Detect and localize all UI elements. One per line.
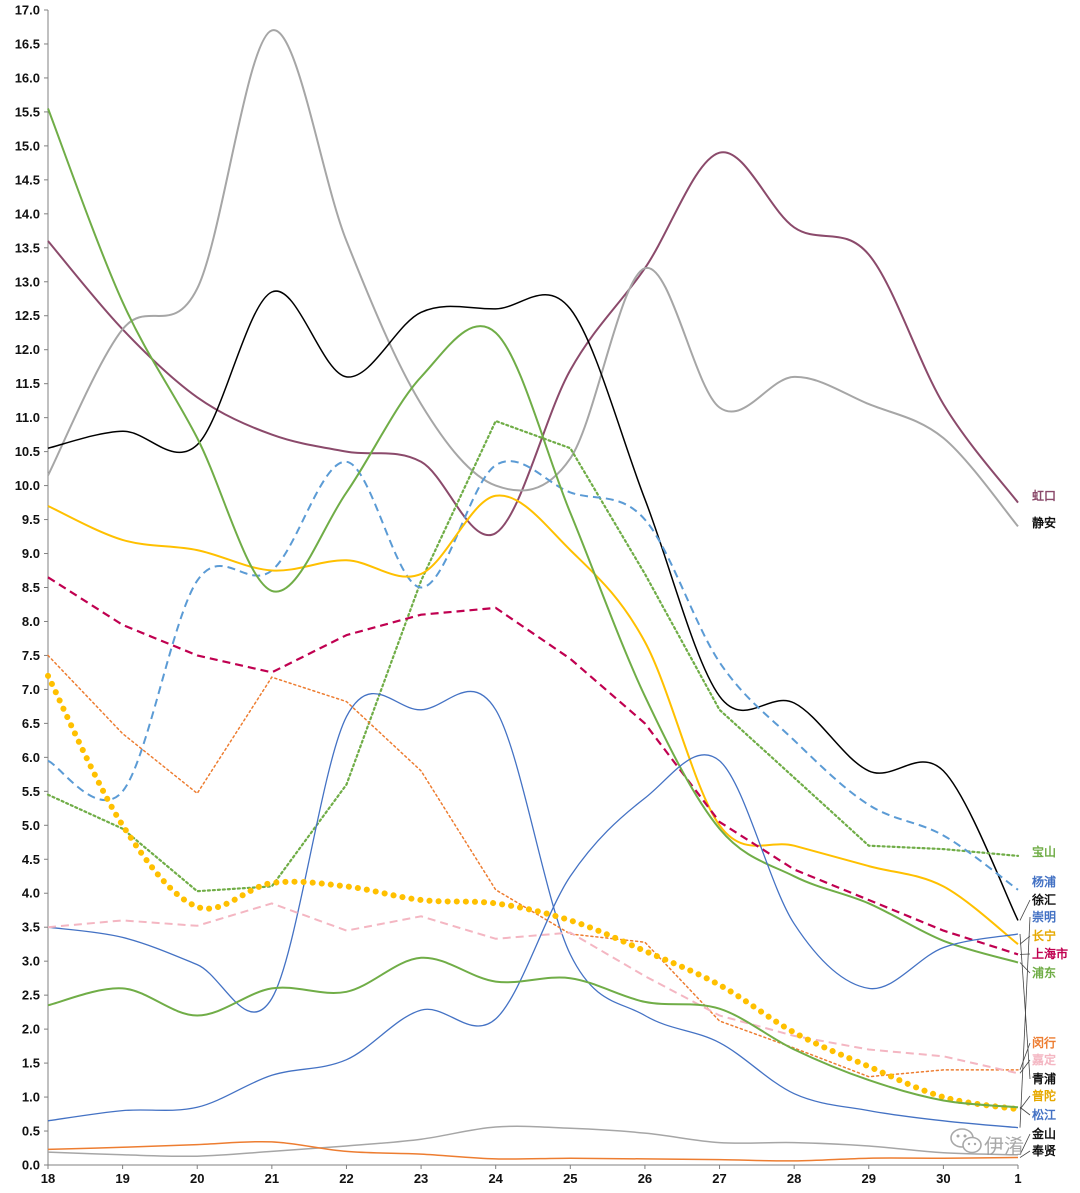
series-end-label: 宝山 (1032, 844, 1056, 859)
y-tick-label: 8.0 (22, 614, 40, 629)
y-tick-label: 5.5 (22, 784, 40, 799)
x-tick-label: 21 (265, 1171, 279, 1186)
chart-series (45, 29, 1021, 1162)
y-tick-label: 1.5 (22, 1056, 40, 1071)
series-end-label: 奉贤 (1031, 1143, 1056, 1158)
x-tick-label: 20 (190, 1171, 204, 1186)
wechat-icon (950, 1128, 982, 1154)
series-line-5 (47, 494, 1019, 945)
y-tick-label: 2.5 (22, 988, 40, 1003)
y-tick-label: 9.0 (22, 546, 40, 561)
series-line-15 (47, 1140, 1019, 1162)
y-tick-label: 6.0 (22, 750, 40, 765)
series-line-3 (46, 419, 1020, 893)
y-tick-label: 16.0 (15, 70, 40, 85)
y-tick-label: 16.5 (15, 36, 40, 51)
x-tick-label: 24 (488, 1171, 503, 1186)
y-tick-label: 6.5 (22, 716, 40, 731)
y-tick-label: 15.5 (15, 104, 40, 119)
y-tick-label: 11.0 (15, 410, 40, 425)
label-leader-line (1019, 1042, 1031, 1071)
y-tick-label: 0.5 (22, 1124, 40, 1139)
label-leader-line (1019, 935, 1031, 945)
y-tick-label: 14.5 (15, 172, 40, 187)
y-tick-label: 17.0 (15, 3, 40, 18)
y-tick-label: 11.5 (15, 376, 40, 391)
watermark: 伊淆 (950, 1128, 1024, 1158)
y-tick-label: 13.5 (15, 240, 40, 255)
watermark-text: 伊淆 (984, 1134, 1024, 1158)
x-tick-label: 22 (339, 1171, 353, 1186)
label-leader-line (1019, 916, 1031, 1128)
series-line-4 (47, 460, 1019, 891)
x-tick-label: 18 (41, 1171, 55, 1186)
y-tick-label: 3.5 (22, 920, 40, 935)
label-leader-line (1019, 1095, 1031, 1110)
y-tick-label: 5.0 (22, 818, 40, 833)
y-tick-label: 15.0 (15, 138, 40, 153)
series-line-1 (47, 29, 1019, 528)
y-tick-label: 4.0 (22, 886, 40, 901)
series-end-label: 普陀 (1032, 1088, 1056, 1103)
series-end-label: 松江 (1032, 1107, 1056, 1122)
x-tick-label: 30 (936, 1171, 950, 1186)
series-line-9 (47, 654, 1019, 1078)
y-tick-label: 0.0 (22, 1158, 40, 1173)
y-tick-label: 7.5 (22, 648, 40, 663)
series-end-label: 上海市 (1032, 946, 1068, 961)
y-tick-label: 8.5 (22, 580, 40, 595)
label-leader-line (1019, 933, 1031, 1080)
y-tick-label: 10.0 (15, 478, 40, 493)
series-line-7 (47, 690, 1019, 1129)
x-tick-label: 26 (638, 1171, 652, 1186)
y-tick-label: 4.5 (22, 852, 40, 867)
label-leader-line (1019, 1106, 1031, 1116)
series-end-label: 嘉定 (1031, 1052, 1056, 1067)
y-tick-label: 12.5 (15, 308, 40, 323)
series-line-11 (47, 754, 1019, 1122)
y-tick-label: 7.0 (22, 682, 40, 697)
series-end-label: 浦东 (1032, 965, 1056, 980)
y-tick-label: 10.5 (15, 444, 40, 459)
x-tick-label: 25 (563, 1171, 577, 1186)
y-tick-label: 1.0 (22, 1090, 40, 1105)
label-leader-line (1019, 899, 1031, 921)
series-end-label: 静安 (1032, 515, 1056, 530)
series-end-label: 杨浦 (1032, 874, 1056, 889)
x-tick-label: 23 (414, 1171, 428, 1186)
series-end-label: 虹口 (1032, 488, 1056, 503)
x-tick-label: 1 (1014, 1171, 1021, 1186)
label-leader-line (1019, 1133, 1031, 1155)
series-line-8 (47, 108, 1019, 964)
y-tick-label: 14.0 (15, 206, 40, 221)
y-tick-label: 9.5 (22, 512, 40, 527)
chart-axes: 0.0 0.5 1.0 1.5 2.0 2.5 3.0 3.5 4.0 4.5 5.0 5.5 6.0 6… (15, 3, 1022, 1187)
y-tick-label: 2.0 (22, 1022, 40, 1037)
series-end-label: 崇明 (1032, 909, 1056, 924)
series-line-12 (45, 672, 1021, 1113)
series-end-label: 闵行 (1032, 1035, 1056, 1050)
series-line-14 (47, 1125, 1019, 1158)
x-tick-label: 29 (862, 1171, 876, 1186)
series-end-label: 青浦 (1032, 1071, 1056, 1086)
label-leader-line (1019, 962, 1031, 974)
label-leader-line (1019, 1059, 1031, 1074)
series-line-0 (47, 151, 1019, 537)
y-tick-label: 3.0 (22, 954, 40, 969)
series-end-label: 长宁 (1032, 928, 1056, 943)
label-leader-line (1019, 1150, 1031, 1158)
x-tick-label: 19 (115, 1171, 129, 1186)
series-line-10 (47, 902, 1019, 1075)
y-tick-label: 12.0 (15, 342, 40, 357)
x-tick-label: 28 (787, 1171, 801, 1186)
series-end-label: 徐汇 (1031, 892, 1056, 907)
series-line-13 (47, 956, 1019, 1109)
x-tick-label: 27 (712, 1171, 726, 1186)
series-line-6 (47, 576, 1019, 956)
series-line-2 (47, 290, 1019, 921)
series-end-label: 金山 (1031, 1126, 1056, 1141)
y-tick-label: 13.0 (15, 274, 40, 289)
